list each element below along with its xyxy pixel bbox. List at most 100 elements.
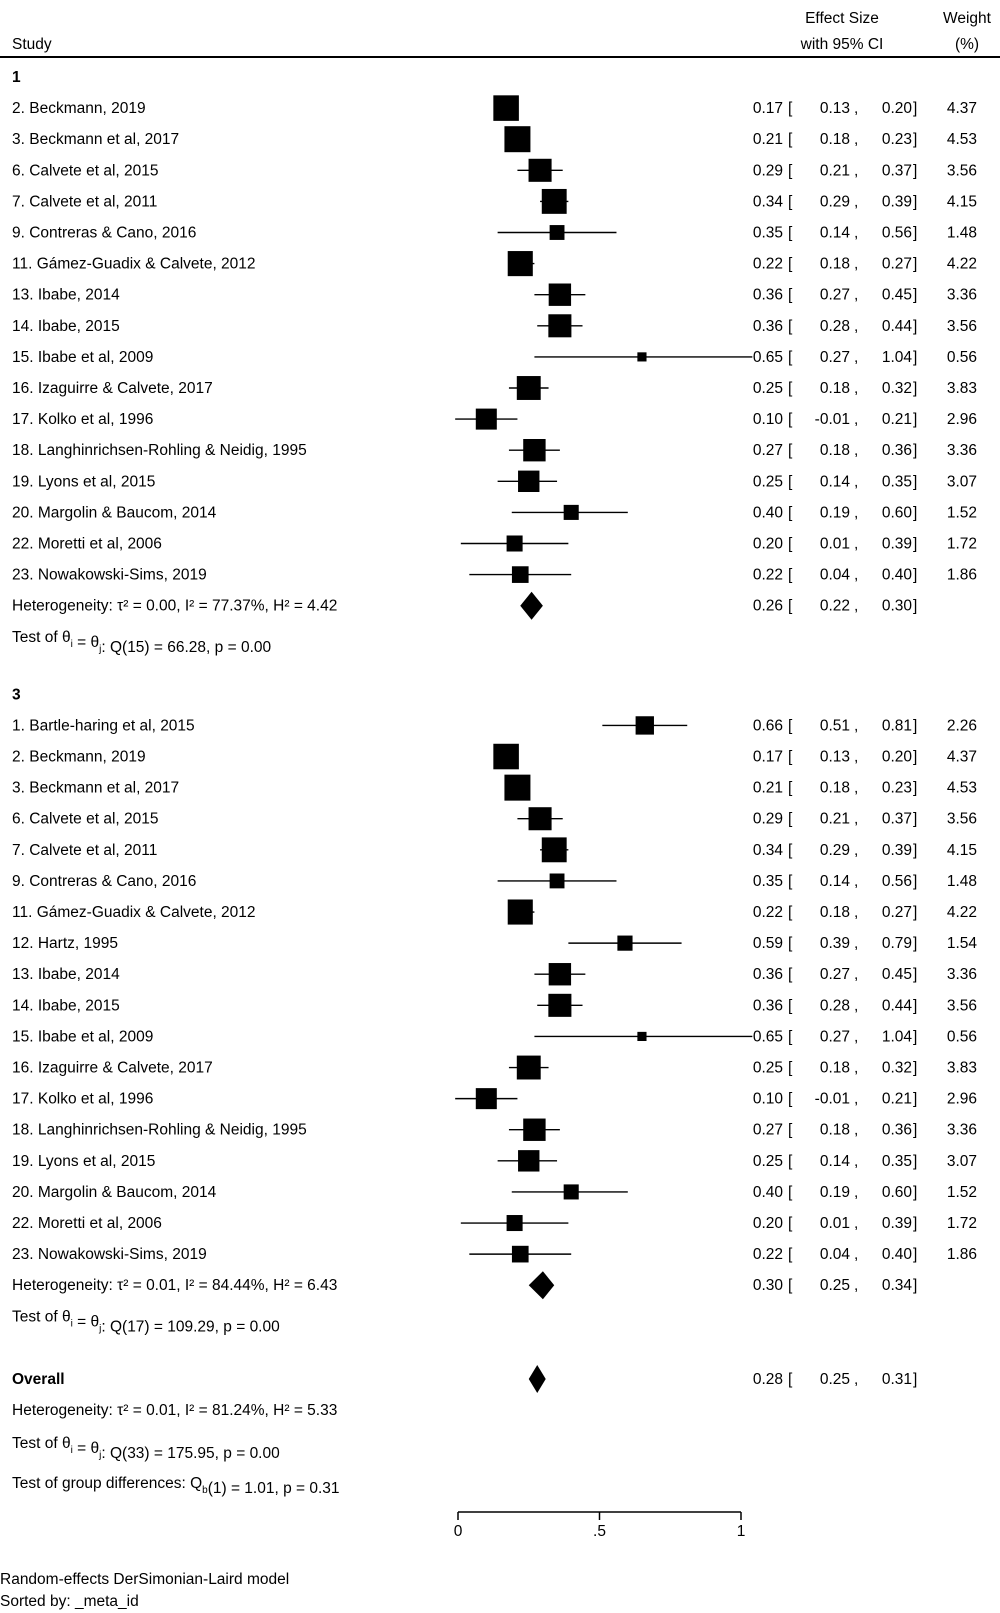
group-1-study-16-ci-lower: 0.04 bbox=[820, 567, 851, 584]
overall-homogeneity-test: Test of θi = θj: Q(33) = 175.95, p = 0.0… bbox=[12, 1435, 280, 1462]
group-3-study-3-weight: 4.53 bbox=[947, 780, 977, 797]
group-1-study-13-effect-size: 0.25 bbox=[753, 473, 783, 490]
group-1-study-1-effect-size: 0.17 bbox=[753, 100, 783, 117]
group-1-study-13-ci-upper: 0.35 bbox=[882, 473, 912, 490]
group-1-study-15-ci-comma: , bbox=[854, 536, 858, 553]
group-3-study-6-ci-comma: , bbox=[854, 873, 858, 890]
group-1-study-6-ci-comma: , bbox=[854, 256, 858, 273]
footnote-1: Random-effects DerSimonian-Laird model bbox=[0, 1571, 289, 1588]
group-3-label: 3 bbox=[12, 686, 21, 703]
group-3-study-13-weight: 2.96 bbox=[947, 1091, 977, 1108]
group-3-study-11-weight: 0.56 bbox=[947, 1028, 977, 1045]
group-3-study-3-ci-lower: 0.18 bbox=[820, 780, 850, 797]
overall-ci-lower: 0.25 bbox=[820, 1371, 850, 1388]
group-1-study-6-ci-close-bracket: ] bbox=[913, 256, 917, 273]
group-3-study-7-ci-close-bracket: ] bbox=[913, 904, 917, 921]
group-3-study-13-ci-lower: -0.01 bbox=[815, 1091, 850, 1108]
group-1-summary-ci-upper: 0.30 bbox=[882, 598, 913, 615]
group-1-study-5-ci-close-bracket: ] bbox=[913, 225, 917, 242]
group-3-study-4-ci-upper: 0.37 bbox=[882, 811, 912, 828]
group-3-study-6-name: 9. Contreras & Cano, 2016 bbox=[12, 873, 196, 890]
group-3-study-13-ci-comma: , bbox=[854, 1091, 858, 1108]
group-1-study-14-ci-upper: 0.60 bbox=[882, 504, 913, 521]
overall-effect-size: 0.28 bbox=[753, 1371, 783, 1388]
weight-header-line1: Weight bbox=[943, 10, 992, 27]
group-3-study-1-ci-open-bracket: [ bbox=[788, 717, 793, 734]
group-1-study-8-ci-upper: 0.44 bbox=[882, 318, 913, 335]
group-3-study-2-ci-lower: 0.13 bbox=[820, 749, 850, 766]
group-1-study-3-ci-lower: 0.21 bbox=[820, 162, 850, 179]
overall-summary-diamond bbox=[528, 1365, 546, 1393]
group-3-study-6-ci-close-bracket: ] bbox=[913, 873, 917, 890]
group-3-study-5-ci-upper: 0.39 bbox=[882, 842, 912, 859]
group-3-study-10-name: 14. Ibabe, 2015 bbox=[12, 997, 120, 1014]
group-1-study-9-ci-open-bracket: [ bbox=[788, 349, 793, 366]
group-1-study-16-weight-box bbox=[511, 566, 529, 583]
group-1-study-9-ci-lower: 0.27 bbox=[820, 349, 850, 366]
group-1-study-12-effect-size: 0.27 bbox=[753, 442, 783, 459]
group-3-study-12-weight: 3.83 bbox=[947, 1060, 977, 1077]
group-3-study-10-ci-upper: 0.44 bbox=[882, 997, 913, 1014]
group-1-study-5-effect-size: 0.35 bbox=[753, 225, 783, 242]
group-3-study-15-ci-open-bracket: [ bbox=[788, 1153, 793, 1170]
group-1-study-10-weight-box bbox=[516, 376, 541, 400]
effect-size-header-line1: Effect Size bbox=[805, 10, 879, 27]
group-1-summary-ci-open-bracket: [ bbox=[788, 598, 793, 615]
group-1-study-7-ci-upper: 0.45 bbox=[882, 287, 912, 304]
group-3-study-16-ci-close-bracket: ] bbox=[913, 1184, 917, 1201]
group-1-study-11-ci-upper: 0.21 bbox=[882, 411, 912, 428]
group-3-study-10-ci-lower: 0.28 bbox=[820, 997, 850, 1014]
group-1-study-14-ci-comma: , bbox=[854, 504, 858, 521]
group-3-study-8-ci-open-bracket: [ bbox=[788, 935, 793, 952]
group-1-study-15-weight: 1.72 bbox=[947, 536, 977, 553]
x-tick-label-2: 1 bbox=[737, 1523, 746, 1540]
group-1-study-2-ci-upper: 0.23 bbox=[882, 131, 912, 148]
group-1-study-7-effect-size: 0.36 bbox=[753, 287, 783, 304]
group-3-study-1-name: 1. Bartle-haring et al, 2015 bbox=[12, 717, 195, 734]
group-3-study-2-ci-close-bracket: ] bbox=[913, 749, 917, 766]
group-differences-test: Test of group differences: Qb(1) = 1.01,… bbox=[12, 1475, 340, 1497]
group-1-study-1-weight-box bbox=[493, 95, 519, 121]
group-3-study-5-name: 7. Calvete et al, 2011 bbox=[12, 842, 157, 859]
group-3-study-6-ci-upper: 0.56 bbox=[882, 873, 912, 890]
weight-header-line2: (%) bbox=[955, 36, 979, 53]
group-3-study-7-ci-open-bracket: [ bbox=[788, 904, 793, 921]
group-3-study-4-ci-comma: , bbox=[854, 811, 858, 828]
group-1-study-11-name: 17. Kolko et al, 1996 bbox=[12, 411, 153, 428]
group-1-study-14-ci-lower: 0.19 bbox=[820, 504, 850, 521]
group-1-study-9-ci-comma: , bbox=[854, 349, 858, 366]
group-3-study-13-ci-upper: 0.21 bbox=[882, 1091, 912, 1108]
group-1-study-12-ci-comma: , bbox=[854, 442, 858, 459]
group-3-study-18-weight: 1.86 bbox=[947, 1246, 977, 1263]
group-3-study-5-weight-box bbox=[541, 837, 567, 863]
group-3-study-1-ci-lower: 0.51 bbox=[820, 717, 850, 734]
group-1-study-10-name: 16. Izaguirre & Calvete, 2017 bbox=[12, 380, 213, 397]
group-1-study-11-ci-close-bracket: ] bbox=[913, 411, 917, 428]
group-3-study-15-effect-size: 0.25 bbox=[753, 1153, 783, 1170]
group-3-study-1-ci-comma: , bbox=[854, 717, 858, 734]
group-1-study-5-ci-lower: 0.14 bbox=[820, 225, 851, 242]
group-3-study-7-ci-lower: 0.18 bbox=[820, 904, 850, 921]
group-3-study-16-ci-open-bracket: [ bbox=[788, 1184, 793, 1201]
group-3-study-7-name: 11. Gámez-Guadix & Calvete, 2012 bbox=[12, 904, 256, 921]
group-3-study-14-weight: 3.36 bbox=[947, 1122, 977, 1139]
group-3-study-5-weight: 4.15 bbox=[947, 842, 977, 859]
group-1-summary-ci-close-bracket: ] bbox=[913, 598, 917, 615]
group-3-summary-ci-comma: , bbox=[854, 1277, 858, 1294]
group-3-study-10-ci-open-bracket: [ bbox=[788, 997, 793, 1014]
group-3-study-2-name: 2. Beckmann, 2019 bbox=[12, 749, 146, 766]
group-3-study-11-effect-size: 0.65 bbox=[753, 1028, 783, 1045]
group-1-study-4-ci-upper: 0.39 bbox=[882, 193, 912, 210]
group-3-summary-diamond bbox=[528, 1271, 555, 1300]
group-1-study-11-weight: 2.96 bbox=[947, 411, 977, 428]
group-1-study-6-ci-upper: 0.27 bbox=[882, 256, 912, 273]
group-1-study-9-ci-close-bracket: ] bbox=[913, 349, 917, 366]
group-3-study-12-ci-close-bracket: ] bbox=[913, 1060, 917, 1077]
group-3-study-18-ci-lower: 0.04 bbox=[820, 1246, 851, 1263]
group-1-study-13-ci-lower: 0.14 bbox=[820, 473, 851, 490]
group-1-study-7-name: 13. Ibabe, 2014 bbox=[12, 287, 120, 304]
group-3-study-5-effect-size: 0.34 bbox=[753, 842, 784, 859]
group-1-study-14-ci-open-bracket: [ bbox=[788, 504, 793, 521]
group-3-study-15-name: 19. Lyons et al, 2015 bbox=[12, 1153, 155, 1170]
group-3-study-12-ci-comma: , bbox=[854, 1060, 858, 1077]
